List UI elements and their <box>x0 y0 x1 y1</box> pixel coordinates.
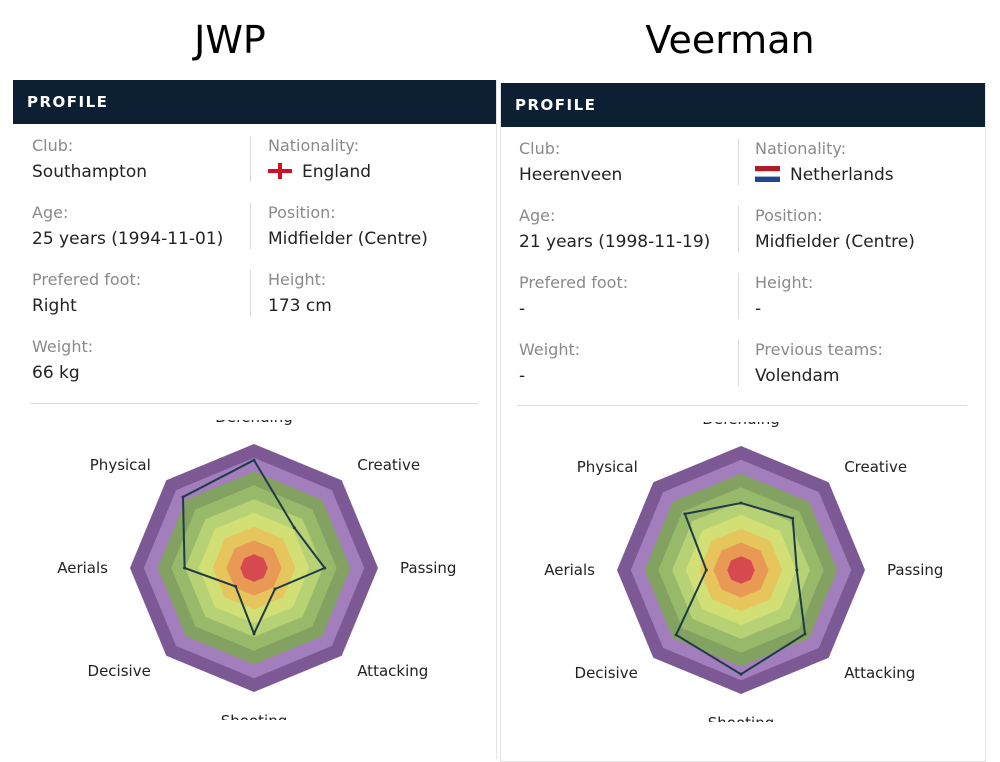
position-value: Midfielder (Centre) <box>268 229 428 249</box>
profile-header: PROFILE <box>13 80 496 124</box>
radar-point <box>803 632 807 636</box>
foot-value: Right <box>32 296 77 316</box>
netherlands-flag-icon <box>755 166 780 182</box>
player-title-left: JWP <box>194 18 266 62</box>
divider <box>738 206 739 252</box>
radar-point <box>739 672 743 676</box>
height-value: - <box>755 299 762 319</box>
weight-label: Weight: <box>32 337 94 356</box>
profile-header: PROFILE <box>501 83 985 127</box>
radar-axis-label: Physical <box>90 456 151 474</box>
nationality-field: Nationality: England <box>268 136 483 183</box>
radar-point <box>183 566 187 570</box>
weight-value: 66 kg <box>32 363 80 383</box>
radar-point <box>181 495 185 499</box>
radar-ring <box>727 556 755 584</box>
radar-axis-label: Defending <box>702 422 780 428</box>
nationality-text: Netherlands <box>790 165 894 185</box>
radar-point <box>795 568 799 572</box>
previous-teams-field: Previous teams: Volendam <box>755 340 970 387</box>
radar-point <box>252 632 256 636</box>
radar-axis-label: Attacking <box>844 664 915 682</box>
radar-axis-label: Aerials <box>57 559 108 577</box>
radar-axis-label: Passing <box>400 559 456 577</box>
radar-axis-label: Attacking <box>357 662 428 680</box>
previous-teams-value: Volendam <box>755 366 840 386</box>
position-label: Position: <box>755 206 823 225</box>
weight-value: - <box>519 366 526 386</box>
foot-label: Prefered foot: <box>32 270 142 289</box>
nationality-field: Nationality: Netherlands <box>755 139 970 186</box>
england-flag-icon <box>268 163 292 179</box>
radar-point <box>683 512 687 516</box>
position-value: Midfielder (Centre) <box>755 232 915 252</box>
weight-field: Weight: - <box>519 340 734 387</box>
nationality-label: Nationality: <box>755 139 847 158</box>
nationality-text: England <box>302 162 372 182</box>
radar-point <box>292 526 296 530</box>
divider <box>738 139 739 185</box>
age-label: Age: <box>32 203 69 222</box>
age-label: Age: <box>519 206 556 225</box>
radar-axis-label: Aerials <box>544 561 595 579</box>
age-value: 25 years (1994-11-01) <box>32 229 224 249</box>
player-title-right: Veerman <box>645 18 815 62</box>
radar-axis-label: Shooting <box>708 714 774 722</box>
divider <box>738 273 739 319</box>
divider <box>250 136 251 182</box>
radar-point <box>234 584 238 588</box>
radar-axis-label: Decisive <box>88 662 151 680</box>
nationality-label: Nationality: <box>268 136 360 155</box>
club-field: Club: Heerenveen <box>519 139 734 186</box>
divider <box>738 340 739 386</box>
radar-axis-label: Defending <box>215 420 293 426</box>
radar-chart-right: Defending Creative Passing Attacking Shootin… <box>544 422 943 722</box>
foot-value: - <box>519 299 526 319</box>
radar-point <box>323 566 327 570</box>
radar-point <box>252 458 256 462</box>
club-label: Club: <box>519 139 561 158</box>
height-label: Height: <box>268 270 327 289</box>
radar-axis-label: Passing <box>887 561 943 579</box>
section-divider <box>517 405 967 406</box>
club-value: Heerenveen <box>519 165 623 185</box>
radar-axis-label: Creative <box>357 456 420 474</box>
radar-chart-left: Defending Creative Passing Attacking Shootin… <box>57 420 456 720</box>
position-field: Position: Midfielder (Centre) <box>268 203 483 250</box>
height-label: Height: <box>755 273 814 292</box>
radar-axis-label: Decisive <box>575 664 638 682</box>
radar-point <box>739 501 743 505</box>
foot-field: Prefered foot: Right <box>32 270 247 317</box>
radar-point <box>273 587 277 591</box>
section-divider <box>30 403 478 404</box>
previous-teams-label: Previous teams: <box>755 340 883 359</box>
radar-point <box>791 516 795 520</box>
height-field: Height: - <box>755 273 970 320</box>
radar-point <box>674 633 678 637</box>
position-label: Position: <box>268 203 336 222</box>
age-field: Age: 25 years (1994-11-01) <box>32 203 247 250</box>
club-label: Club: <box>32 136 74 155</box>
radar-ring <box>240 554 268 582</box>
weight-label: Weight: <box>519 340 581 359</box>
height-value: 173 cm <box>268 296 332 316</box>
weight-field: Weight: 66 kg <box>32 337 247 384</box>
radar-axis-label: Physical <box>577 458 638 476</box>
foot-label: Prefered foot: <box>519 273 629 292</box>
divider <box>250 270 251 316</box>
foot-field: Prefered foot: - <box>519 273 734 320</box>
height-field: Height: 173 cm <box>268 270 483 317</box>
radar-axis-label: Shooting <box>221 712 287 720</box>
nationality-value: England <box>268 161 483 183</box>
age-value: 21 years (1998-11-19) <box>519 232 711 252</box>
radar-point <box>704 568 708 572</box>
radar-axis-label: Creative <box>844 458 907 476</box>
age-field: Age: 21 years (1998-11-19) <box>519 206 734 253</box>
club-value: Southampton <box>32 162 148 182</box>
nationality-value: Netherlands <box>755 164 970 186</box>
divider <box>250 203 251 249</box>
club-field: Club: Southampton <box>32 136 247 183</box>
position-field: Position: Midfielder (Centre) <box>755 206 970 253</box>
